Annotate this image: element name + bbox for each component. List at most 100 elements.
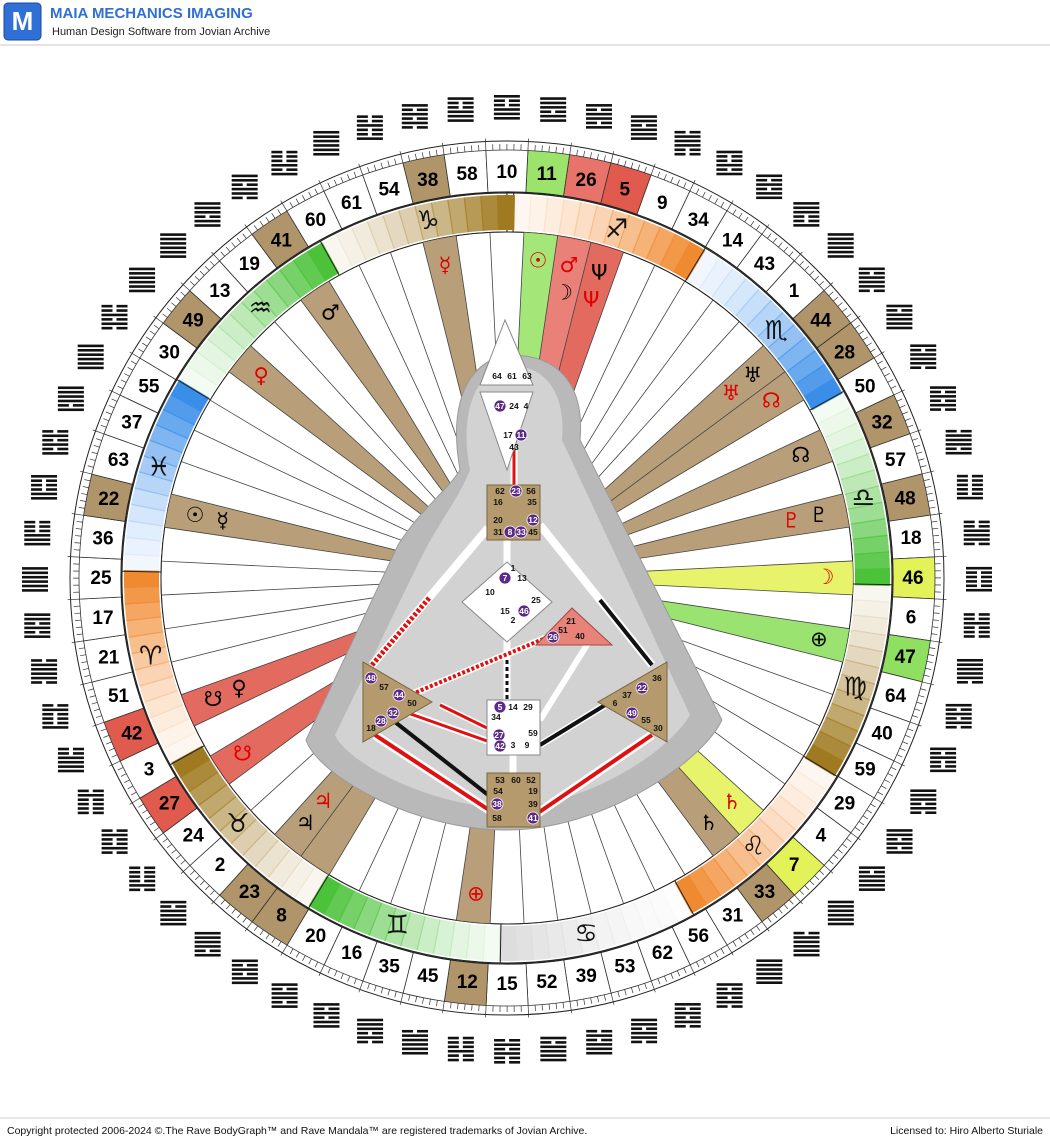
- line-tick: [210, 890, 215, 896]
- line-tick: [928, 499, 935, 502]
- channel: [404, 710, 491, 744]
- hexagram-line: [886, 842, 913, 845]
- hexagram-line: [886, 313, 913, 317]
- hexagram-line: [674, 152, 686, 156]
- hexagram-line: [24, 525, 36, 528]
- gate-number: 14: [722, 230, 744, 251]
- gate-activation: [392, 688, 406, 702]
- zodiac-shade: [126, 616, 164, 638]
- line-tick: [590, 997, 593, 1004]
- hexagram-line: [756, 972, 783, 976]
- line-tick: [180, 860, 186, 865]
- line-tick: [555, 1003, 558, 1010]
- hexagram-line: [873, 870, 885, 874]
- bodygraph-gate: 3: [511, 740, 516, 750]
- hexagram-line: [930, 769, 957, 773]
- hexagram: [24, 520, 51, 546]
- gate-number: 7: [789, 855, 800, 876]
- hexagram: [945, 703, 972, 729]
- hexagram-line: [716, 150, 743, 154]
- hexagram-line: [793, 219, 805, 223]
- hexagram-line: [231, 196, 243, 200]
- hexagram-line: [416, 126, 428, 129]
- line-tick: [909, 429, 922, 435]
- hexagram-line: [447, 1036, 459, 1040]
- hexagram-line: [271, 996, 298, 1000]
- bodygraph-gate: 47: [495, 401, 505, 411]
- zodiac-divider: [122, 570, 162, 573]
- line-tick: [464, 146, 466, 153]
- hexagram-line: [689, 1016, 701, 1019]
- bodygraph-gate: 22: [637, 683, 647, 693]
- hexagram-line: [57, 747, 69, 751]
- zodiac-shade: [812, 730, 852, 762]
- line-tick: [744, 216, 749, 223]
- zodiac-shade: [398, 206, 424, 245]
- hexagram-line: [493, 99, 505, 103]
- line-tick: [211, 894, 220, 905]
- hexagram-line: [194, 215, 206, 219]
- hexagram-line: [586, 1043, 613, 1046]
- hexagram-line: [827, 250, 854, 254]
- zodiac-shade: [831, 688, 871, 717]
- hexagram-line: [966, 566, 992, 570]
- line-tick: [277, 209, 282, 215]
- line-tick: [788, 251, 794, 257]
- hexagram-line: [945, 408, 957, 411]
- zodiac-shade: [135, 661, 174, 687]
- bodygraph-gate: 15: [500, 606, 510, 616]
- hexagram-line: [144, 875, 156, 878]
- line-tick: [837, 849, 843, 854]
- hexagram: [31, 475, 58, 500]
- gate-number: 46: [902, 568, 923, 589]
- line-tick: [755, 224, 761, 231]
- hexagram-line: [77, 789, 89, 793]
- hexagram: [930, 747, 957, 773]
- hexagram: [129, 866, 156, 892]
- hexagram: [493, 95, 520, 120]
- hexagram-line: [586, 1038, 598, 1042]
- planet-symbol: ☽: [816, 565, 835, 589]
- hexagram-line: [793, 210, 820, 214]
- line-tick: [761, 921, 770, 932]
- hexagram-line: [971, 488, 983, 491]
- hexagram-line: [689, 130, 701, 134]
- hexagram-line: [827, 241, 854, 245]
- line-tick: [929, 647, 936, 649]
- line-tick: [548, 146, 550, 153]
- line-tick: [333, 179, 337, 186]
- zodiac-shade: [229, 301, 267, 339]
- hexagram-line: [925, 366, 937, 370]
- hexagram: [756, 174, 783, 200]
- line-tick: [907, 424, 914, 428]
- line-tick: [828, 859, 834, 865]
- hexagram-line: [231, 187, 258, 191]
- line-tick: [302, 955, 306, 961]
- hexagram-line: [271, 150, 283, 154]
- line-tick: [726, 200, 734, 212]
- hexagram-line: [630, 128, 657, 132]
- hexagram-line: [971, 474, 983, 478]
- planet-symbol: ☋: [204, 687, 223, 711]
- hexagram-line: [930, 751, 942, 755]
- hexagram-line: [793, 940, 820, 944]
- planet-symbol: ♂: [560, 253, 579, 277]
- zodiac-divider: [674, 880, 695, 915]
- line-tick: [702, 958, 706, 965]
- hexagram-line: [356, 132, 368, 136]
- line-tick: [799, 260, 804, 266]
- hexagram-line: [494, 1056, 506, 1060]
- hexagram-line: [960, 708, 972, 711]
- hexagram-line: [886, 317, 913, 321]
- hexagram-line: [24, 520, 36, 524]
- bodygraph-gate: 60: [511, 775, 521, 785]
- zodiac-shade: [836, 673, 876, 701]
- hexagram-line: [731, 155, 743, 158]
- hexagram-line: [960, 429, 972, 433]
- hexagram-line: [101, 318, 113, 321]
- line-tick: [130, 360, 137, 365]
- hexagram-line: [963, 538, 990, 541]
- zodiac-shade: [134, 471, 173, 497]
- bodygraph-gate: 11: [517, 430, 526, 440]
- channels: [368, 450, 656, 819]
